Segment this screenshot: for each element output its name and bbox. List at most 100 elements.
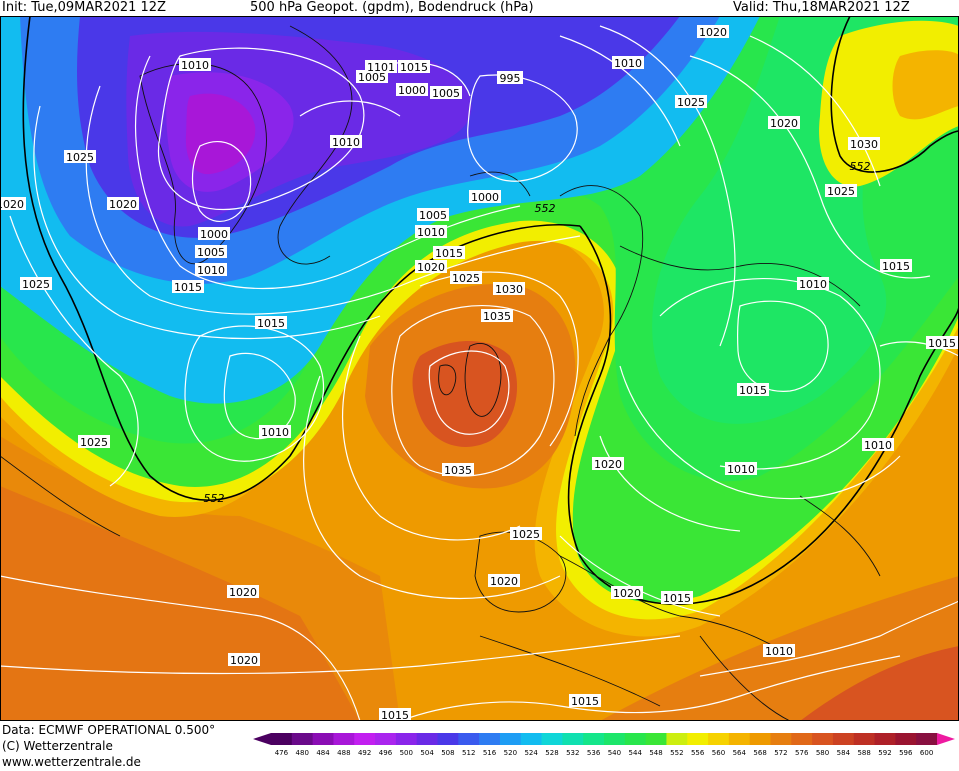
legend-tick-label: 556 bbox=[691, 749, 705, 757]
svg-text:1020: 1020 bbox=[229, 586, 257, 599]
legend-arrow-left bbox=[253, 733, 271, 745]
legend-tick-label: 492 bbox=[358, 749, 371, 757]
legend-tick-label: 508 bbox=[441, 749, 454, 757]
copyright: (C) Wetterzentrale bbox=[2, 739, 113, 753]
isobar-label: 1030 bbox=[848, 137, 880, 151]
legend-tick-label: 488 bbox=[337, 749, 350, 757]
svg-text:1020: 1020 bbox=[770, 117, 798, 130]
svg-text:1025: 1025 bbox=[512, 528, 540, 541]
legend-tick-label: 592 bbox=[878, 749, 891, 757]
legend-tick-label: 588 bbox=[857, 749, 870, 757]
isobar-label: 1010 bbox=[612, 56, 644, 70]
isobar-label: 1010 bbox=[797, 277, 829, 291]
valid-time: Valid: Thu,18MAR2021 12Z bbox=[733, 0, 910, 16]
isobar-label: 1025 bbox=[20, 277, 52, 291]
legend-tick-label: 532 bbox=[566, 749, 579, 757]
legend-swatch bbox=[625, 733, 646, 745]
legend-swatch bbox=[479, 733, 500, 745]
legend-swatch bbox=[604, 733, 625, 745]
legend-tick-label: 476 bbox=[275, 749, 289, 757]
legend-swatch bbox=[812, 733, 833, 745]
legend-swatch bbox=[562, 733, 583, 745]
svg-text:1010: 1010 bbox=[727, 463, 755, 476]
legend-swatch bbox=[333, 733, 354, 745]
legend-tick-label: 540 bbox=[608, 749, 621, 757]
legend-tick-label: 600 bbox=[920, 749, 933, 757]
svg-text:1010: 1010 bbox=[181, 59, 209, 72]
legend-tick-label: 520 bbox=[504, 749, 517, 757]
svg-text:1005: 1005 bbox=[197, 246, 225, 259]
svg-text:1020: 1020 bbox=[230, 654, 258, 667]
isobar-label: 1020 bbox=[488, 574, 520, 588]
legend-swatch bbox=[791, 733, 812, 745]
isobar-label: 1015 bbox=[398, 60, 430, 74]
isobar-label: 1101 bbox=[365, 60, 397, 74]
isobar-label: 1035 bbox=[442, 463, 474, 477]
isobar-label: 1015 bbox=[433, 246, 465, 260]
legend-swatch bbox=[729, 733, 750, 745]
legend-tick-label: 568 bbox=[753, 749, 766, 757]
legend-swatch bbox=[854, 733, 875, 745]
svg-text:1020: 1020 bbox=[0, 198, 24, 211]
svg-text:1010: 1010 bbox=[614, 57, 642, 70]
svg-text:1015: 1015 bbox=[257, 317, 285, 330]
svg-text:1020: 1020 bbox=[699, 26, 727, 39]
isobar-label: 1020 bbox=[227, 585, 259, 599]
legend-tick-label: 596 bbox=[899, 749, 913, 757]
svg-text:1010: 1010 bbox=[261, 426, 289, 439]
svg-text:1010: 1010 bbox=[765, 645, 793, 658]
legend-arrow-right bbox=[937, 733, 955, 745]
weather-map: 1010 1025 1020 1020 1000 1005 1010 1015 … bbox=[0, 16, 959, 721]
geopotential-label: 552 bbox=[535, 202, 556, 215]
svg-text:1010: 1010 bbox=[332, 136, 360, 149]
svg-text:1015: 1015 bbox=[400, 61, 428, 74]
isobar-label: 1010 bbox=[862, 438, 894, 452]
legend-tick-label: 528 bbox=[545, 749, 558, 757]
legend-tick-label: 484 bbox=[316, 749, 330, 757]
legend-swatch bbox=[583, 733, 604, 745]
legend-tick-label: 496 bbox=[379, 749, 393, 757]
isobar-label: 1025 bbox=[64, 150, 96, 164]
svg-text:1025: 1025 bbox=[80, 436, 108, 449]
legend-swatch bbox=[833, 733, 854, 745]
svg-text:1025: 1025 bbox=[677, 96, 705, 109]
isobar-label: 1010 bbox=[259, 425, 291, 439]
svg-text:1015: 1015 bbox=[174, 281, 202, 294]
isobar-label: 1025 bbox=[825, 184, 857, 198]
legend-swatch bbox=[417, 733, 438, 745]
map-title: 500 hPa Geopot. (gpdm), Bodendruck (hPa) bbox=[250, 0, 534, 16]
svg-text:1000: 1000 bbox=[471, 191, 499, 204]
svg-text:1005: 1005 bbox=[432, 87, 460, 100]
legend-tick-label: 504 bbox=[420, 749, 434, 757]
legend-swatch bbox=[750, 733, 771, 745]
legend-tick-label: 536 bbox=[587, 749, 601, 757]
svg-text:1025: 1025 bbox=[66, 151, 94, 164]
legend-swatch bbox=[771, 733, 792, 745]
legend-swatch bbox=[646, 733, 667, 745]
svg-text:1020: 1020 bbox=[417, 261, 445, 274]
isobar-label: 1020 bbox=[0, 197, 26, 211]
map-header: Init: Tue,09MAR2021 12Z 500 hPa Geopot. … bbox=[0, 0, 959, 16]
isobar-label: 1015 bbox=[172, 280, 204, 294]
legend-swatch bbox=[396, 733, 417, 745]
legend-swatch bbox=[500, 733, 521, 745]
field-ne-orange bbox=[893, 50, 959, 119]
legend-swatch bbox=[313, 733, 334, 745]
legend-swatch bbox=[438, 733, 459, 745]
svg-text:1015: 1015 bbox=[928, 337, 956, 350]
svg-text:1025: 1025 bbox=[452, 272, 480, 285]
isobar-label: 1020 bbox=[768, 116, 800, 130]
isobar-label: 1015 bbox=[569, 694, 601, 708]
legend-swatch bbox=[666, 733, 687, 745]
svg-text:995: 995 bbox=[500, 72, 521, 85]
svg-text:1010: 1010 bbox=[197, 264, 225, 277]
svg-text:1010: 1010 bbox=[417, 226, 445, 239]
isobar-label: 1000 bbox=[396, 83, 428, 97]
isobar-label: 1015 bbox=[737, 383, 769, 397]
map-footer: Data: ECMWF OPERATIONAL 0.500° (C) Wette… bbox=[0, 721, 959, 770]
isobar-label: 995 bbox=[497, 71, 523, 85]
legend-swatch bbox=[271, 733, 292, 745]
svg-text:1101: 1101 bbox=[367, 61, 395, 74]
init-time: Init: Tue,09MAR2021 12Z bbox=[2, 0, 166, 16]
isobar-label: 1010 bbox=[415, 225, 447, 239]
